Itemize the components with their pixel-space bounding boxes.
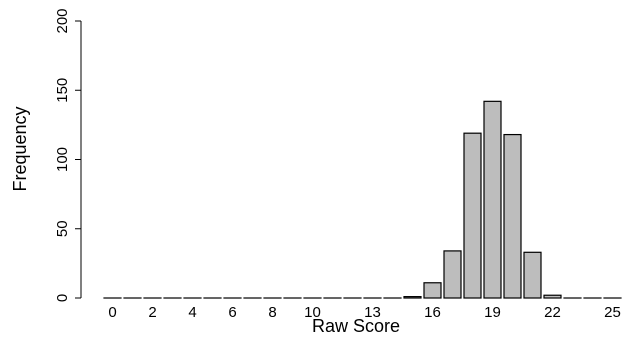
bar-score-16 xyxy=(423,282,442,299)
bars xyxy=(103,100,622,299)
y-tick-label: 200 xyxy=(54,8,71,33)
x-tick-label: 25 xyxy=(604,304,621,321)
x-tick-label: 19 xyxy=(484,304,501,321)
bar-score-18 xyxy=(463,132,482,299)
bar-score-21 xyxy=(523,251,542,299)
x-tick-label: 2 xyxy=(148,304,156,321)
y-tick-label: 0 xyxy=(54,294,71,302)
bar-score-19 xyxy=(483,100,502,299)
x-tick-label: 22 xyxy=(544,304,561,321)
x-tick-label: 13 xyxy=(364,304,381,321)
y-tick-label: 150 xyxy=(54,78,71,103)
bar-score-20 xyxy=(503,133,522,299)
x-tick-label: 4 xyxy=(188,304,196,321)
y-axis-title: Frequency xyxy=(10,106,30,191)
x-axis-tick-labels: 0 2 4 6 8 10 13 16 19 22 25 xyxy=(108,304,621,321)
bar-score-17 xyxy=(443,250,462,299)
x-tick-label: 8 xyxy=(268,304,276,321)
x-tick-label: 0 xyxy=(108,304,116,321)
x-tick-label: 16 xyxy=(424,304,441,321)
y-tick-label: 50 xyxy=(54,220,71,237)
y-axis: 0 50 100 150 200 xyxy=(54,8,82,302)
x-tick-label: 10 xyxy=(304,304,321,321)
x-tick-label: 6 xyxy=(228,304,236,321)
bar-score-22 xyxy=(543,294,562,299)
x-axis-title: Raw Score xyxy=(312,316,400,336)
y-tick-label: 100 xyxy=(54,147,71,172)
bar-score-15 xyxy=(403,296,422,299)
